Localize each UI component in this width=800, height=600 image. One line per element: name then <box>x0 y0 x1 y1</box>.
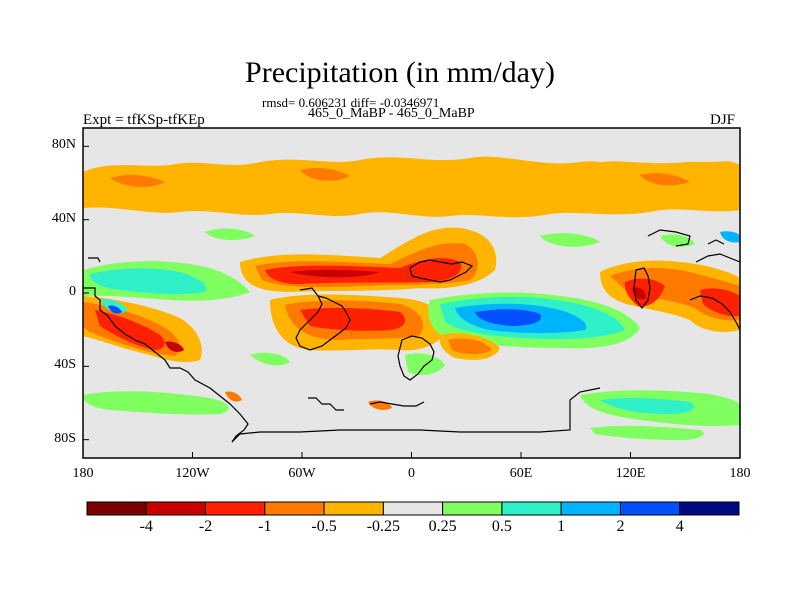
colorbar-swatch <box>145 501 207 516</box>
stats-line: rmsd= 0.606231 diff= -0.0346971 <box>262 95 440 110</box>
colorbar-swatch <box>679 501 740 516</box>
colorbar-swatch <box>264 501 325 516</box>
colorbar-label: 4 <box>675 518 684 535</box>
precip-anomaly-sh-green <box>83 352 740 440</box>
colorbar-label: -4 <box>139 518 153 535</box>
season-label: DJF <box>710 112 736 128</box>
colorbar-swatch <box>501 501 562 516</box>
colorbar-label: 0.25 <box>428 518 457 535</box>
land-outline <box>83 229 740 443</box>
y-tick-label: 80S <box>54 430 76 446</box>
y-tick-label: 80N <box>51 137 76 153</box>
precip-anomaly-nh-green <box>205 228 740 247</box>
colorbar-label: -0.25 <box>366 518 401 535</box>
colorbar-label: 0.5 <box>491 518 512 535</box>
colorbar-label: 1 <box>557 518 566 535</box>
precip-anomaly-satlantic-dry <box>270 294 445 351</box>
x-tick-label: 180 <box>72 466 94 481</box>
x-tick-label: 120E <box>615 466 646 481</box>
y-tick-label: 40S <box>54 357 76 373</box>
x-tick-label: 0 <box>408 466 415 481</box>
colorbar-swatch <box>86 501 147 516</box>
axis-ticks <box>82 145 741 458</box>
colorbar-swatch <box>323 501 384 516</box>
model-comparison: 465_0_MaBP - 465_0_MaBP <box>308 106 475 121</box>
colorbar-swatch <box>560 501 621 516</box>
colorbar-label: -1 <box>258 518 272 535</box>
colorbar-swatch <box>382 501 444 516</box>
precip-anomaly-indian-dry <box>439 333 500 360</box>
precip-anomaly-pacific-wet <box>83 261 250 301</box>
colorbar-swatch <box>619 501 681 516</box>
precip-anomaly-north-band <box>83 148 740 218</box>
colorbar-swatch <box>442 501 503 516</box>
colorbar-swatch <box>205 501 266 516</box>
colorbar-label: 2 <box>616 518 625 535</box>
colorbar-label: -2 <box>198 518 213 535</box>
x-tick-label: 60E <box>509 466 533 481</box>
x-tick-label: 180 <box>729 466 751 481</box>
precip-anomaly-tropical-red <box>240 227 497 292</box>
x-tick-label: 60W <box>288 466 316 481</box>
experiment-label: Expt = tfKSp-tfKEp <box>83 112 205 128</box>
y-tick-label: 40N <box>51 210 76 226</box>
precip-anomaly-indian-wet <box>428 292 640 349</box>
x-tick-label: 120W <box>175 466 210 481</box>
plot-title: Precipitation (in mm/day) <box>245 56 555 89</box>
y-tick-label: 0 <box>69 284 76 299</box>
colorbar-label: -0.5 <box>311 518 337 535</box>
colorbar <box>86 501 740 516</box>
